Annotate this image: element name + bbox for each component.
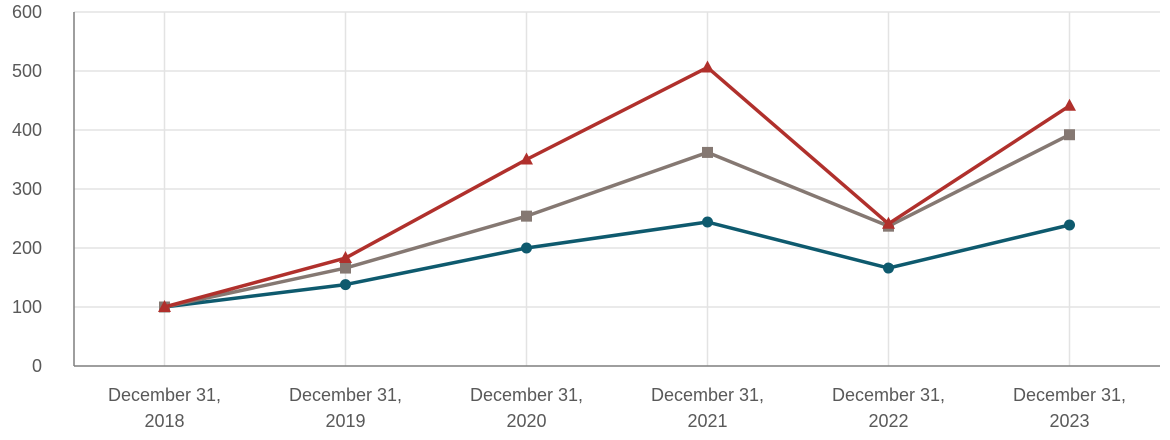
data-point <box>883 262 894 274</box>
series-lines <box>158 60 1076 313</box>
x-tick-label: December 31, 2020 <box>470 385 583 431</box>
x-tick-label-line: December 31, <box>108 385 221 405</box>
x-tick-label: December 31, 2022 <box>832 385 945 431</box>
x-tick-label-line: 2020 <box>506 411 546 431</box>
data-point <box>340 262 351 274</box>
x-tick-label-line: 2018 <box>144 411 184 431</box>
series-line <box>164 220 1070 309</box>
x-tick-label-line: 2023 <box>1049 411 1089 431</box>
x-tick-label: December 31, 2023 <box>1013 385 1126 431</box>
data-point <box>1064 219 1075 231</box>
y-tick-label: 200 <box>12 238 42 258</box>
data-point <box>1064 129 1075 141</box>
series-1 <box>159 216 1075 313</box>
x-tick-label-line: 2022 <box>868 411 908 431</box>
x-tick-label: December 31, 2019 <box>289 385 402 431</box>
axes <box>73 12 1160 367</box>
data-point <box>882 216 895 229</box>
x-tick-label-line: 2021 <box>687 411 727 431</box>
x-tick-label-line: December 31, <box>651 385 764 405</box>
x-tick-label-line: 2019 <box>325 411 365 431</box>
x-tick-label-line: December 31, <box>289 385 402 405</box>
y-tick-label: 600 <box>12 2 42 22</box>
series-line <box>164 133 1071 309</box>
y-tick-label: 100 <box>12 297 42 317</box>
gridlines <box>74 11 1160 366</box>
data-point <box>521 242 532 254</box>
series-3 <box>158 60 1076 312</box>
x-tick-label: December 31, 2018 <box>108 385 221 431</box>
data-point <box>158 300 171 312</box>
y-tick-label: 0 <box>32 356 42 376</box>
data-point <box>701 60 714 73</box>
data-point <box>702 146 713 158</box>
data-point <box>521 210 532 222</box>
data-point <box>520 152 533 165</box>
data-point <box>339 251 352 264</box>
data-point <box>1063 98 1076 111</box>
x-tick-label: December 31, 2021 <box>651 385 764 431</box>
series-line <box>164 65 1071 309</box>
y-tick-label: 300 <box>12 179 42 199</box>
x-tick-label-line: December 31, <box>832 385 945 405</box>
x-tick-label-line: December 31, <box>470 385 583 405</box>
y-tick-label: 400 <box>12 120 42 140</box>
data-point <box>702 216 713 228</box>
x-tick-label-line: December 31, <box>1013 385 1126 405</box>
y-tick-label: 500 <box>12 61 42 81</box>
series-2 <box>159 129 1075 313</box>
data-point <box>340 279 351 291</box>
